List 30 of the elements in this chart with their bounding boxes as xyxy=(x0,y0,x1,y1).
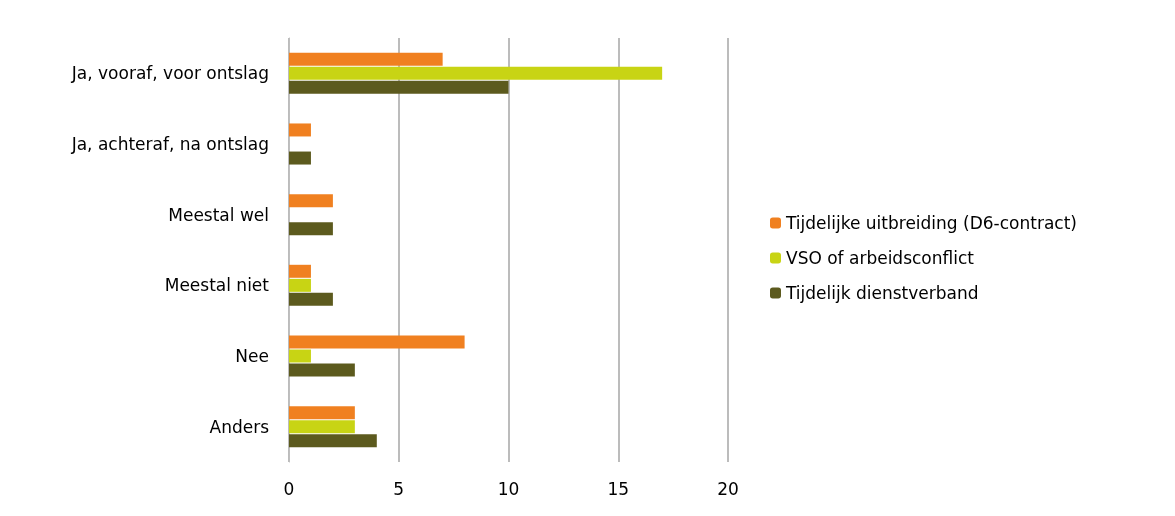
legend-label: Tijdelijk dienstverband xyxy=(785,283,979,303)
bar xyxy=(289,151,311,165)
y-tick-label: Ja, achteraf, na ontslag xyxy=(70,134,269,154)
x-tick-label: 10 xyxy=(497,478,520,499)
bar xyxy=(289,194,333,208)
x-tick-label: 20 xyxy=(717,478,739,499)
legend-label: VSO of arbeidsconflict xyxy=(786,248,975,268)
bar xyxy=(289,222,333,236)
bar xyxy=(289,292,333,306)
bar xyxy=(289,363,355,377)
y-tick-label: Ja, vooraf, voor ontslag xyxy=(70,63,269,84)
x-tick-label: 0 xyxy=(283,478,295,499)
y-tick-label: Nee xyxy=(235,346,269,366)
y-tick-label: Meestal wel xyxy=(168,204,269,225)
bar xyxy=(289,80,509,94)
legend-label: Tijdelijke uitbreiding (D6-contract) xyxy=(785,213,1077,233)
y-tick-label: Anders xyxy=(209,416,270,437)
bar xyxy=(289,434,377,448)
y-tick-label: Meestal niet xyxy=(164,275,270,296)
x-tick-label: 5 xyxy=(393,478,405,499)
bar xyxy=(289,335,465,349)
bar xyxy=(289,420,355,434)
bar xyxy=(289,66,663,80)
x-tick-label: 15 xyxy=(607,478,630,499)
bar xyxy=(289,278,311,292)
bar xyxy=(289,123,311,137)
bar xyxy=(289,406,355,420)
bar xyxy=(289,52,443,66)
bar xyxy=(289,349,311,363)
bar xyxy=(289,264,311,278)
